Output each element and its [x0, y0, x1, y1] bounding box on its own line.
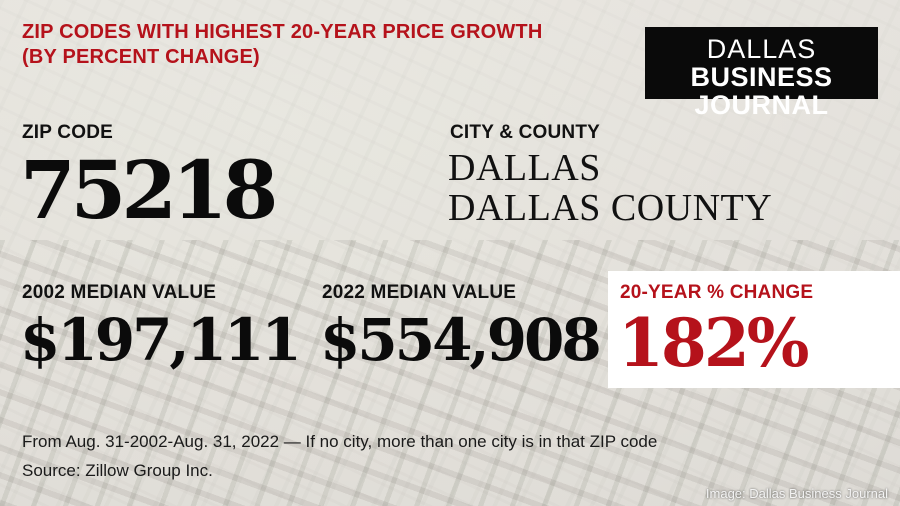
percent-change-box: 20-YEAR % CHANGE 182% — [608, 271, 900, 388]
city-name: DALLAS — [448, 147, 601, 189]
headline-line-1: ZIP CODES WITH HIGHEST 20-YEAR PRICE GRO… — [22, 21, 543, 43]
percent-change-label: 20-YEAR % CHANGE — [620, 282, 814, 303]
zip-code-label: ZIP CODE — [22, 122, 113, 143]
dallas-business-journal-logo: DALLAS BUSINESS JOURNAL — [645, 27, 878, 119]
image-credit: Image: Dallas Business Journal — [705, 486, 888, 501]
median-2022-value: $554,908 — [320, 306, 602, 374]
logo-line-2: BUSINESS JOURNAL — [690, 62, 833, 120]
median-2022-label: 2022 MEDIAN VALUE — [322, 282, 517, 303]
county-name: DALLAS COUNTY — [448, 187, 773, 229]
source-note: Source: Zillow Group Inc. — [22, 461, 213, 480]
zip-code-value: 75218 — [20, 143, 278, 237]
city-county-label: CITY & COUNTY — [450, 122, 601, 143]
logo-line-1: DALLAS — [706, 34, 817, 64]
period-note: From Aug. 31-2002-Aug. 31, 2022 — If no … — [22, 432, 658, 451]
percent-change-value: 182% — [618, 304, 809, 382]
median-2002-value: $197,111 — [20, 306, 302, 374]
headline: ZIP CODES WITH HIGHEST 20-YEAR PRICE GRO… — [22, 20, 582, 70]
headline-line-2: (BY PERCENT CHANGE) — [22, 46, 260, 68]
median-2002-label: 2002 MEDIAN VALUE — [22, 282, 217, 303]
